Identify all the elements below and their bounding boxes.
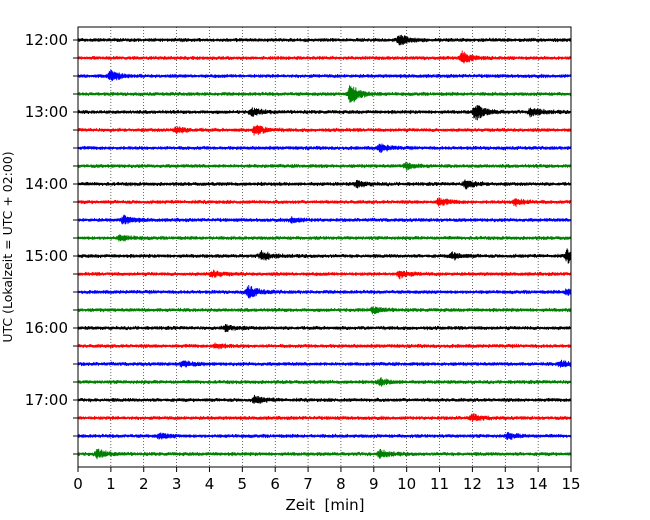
y-axis-ticks: 12:00 13:00 14:00 15:00 16:00 17:00 xyxy=(25,31,78,455)
trace-line xyxy=(77,413,572,423)
x-tick-label: 0 xyxy=(73,475,83,493)
trace-line xyxy=(77,85,572,103)
plot-frame xyxy=(77,26,572,468)
trace-line xyxy=(77,342,572,350)
x-tick-label: 10 xyxy=(397,475,416,493)
trace-line xyxy=(77,324,572,333)
vertical-grid-lines xyxy=(110,27,539,467)
x-tick-label: 1 xyxy=(106,475,116,493)
trace-line xyxy=(77,248,572,264)
y-axis-label: UTC (Lokalzeit = UTC + 02:00) xyxy=(0,151,15,342)
trace-line xyxy=(77,179,572,190)
trace-line xyxy=(77,359,572,368)
x-tick-label: 5 xyxy=(238,475,248,493)
trace-line xyxy=(77,377,572,387)
seismogram-traces xyxy=(77,34,572,460)
trace-line xyxy=(77,143,572,153)
trace-line xyxy=(77,306,572,315)
trace-line xyxy=(77,269,572,280)
trace-line xyxy=(77,124,572,136)
trace-line xyxy=(77,214,572,225)
y-tick-label: 14:00 xyxy=(25,175,68,193)
trace-line xyxy=(77,197,572,207)
trace-line xyxy=(77,432,572,440)
x-tick-label: 11 xyxy=(430,475,449,493)
trace-line xyxy=(77,50,572,64)
trace-line xyxy=(77,161,572,171)
x-axis-ticks: 0 1 2 3 4 5 6 7 8 9 10 11 12 13 14 15 xyxy=(73,467,581,493)
y-tick-label: 15:00 xyxy=(25,247,68,265)
y-tick-label: 17:00 xyxy=(25,391,68,409)
x-tick-label: 14 xyxy=(529,475,548,493)
x-tick-label: 8 xyxy=(336,475,346,493)
y-tick-label: 13:00 xyxy=(25,103,68,121)
x-tick-label: 9 xyxy=(369,475,379,493)
x-tick-label: 2 xyxy=(139,475,149,493)
trace-line xyxy=(77,394,572,404)
trace-line xyxy=(77,105,572,121)
x-tick-label: 3 xyxy=(172,475,182,493)
trace-line xyxy=(77,234,572,242)
y-tick-label: 16:00 xyxy=(25,319,68,337)
trace-line xyxy=(77,34,572,46)
x-tick-label: 6 xyxy=(270,475,280,493)
x-tick-label: 15 xyxy=(561,475,580,493)
x-tick-label: 7 xyxy=(303,475,313,493)
y-tick-label: 12:00 xyxy=(25,31,68,49)
trace-line xyxy=(77,448,572,460)
x-tick-label: 13 xyxy=(496,475,515,493)
x-axis-label: Zeit [min] xyxy=(285,496,364,514)
x-tick-label: 4 xyxy=(205,475,215,493)
trace-line xyxy=(77,70,572,81)
trace-line xyxy=(77,285,572,299)
x-tick-label: 12 xyxy=(463,475,482,493)
